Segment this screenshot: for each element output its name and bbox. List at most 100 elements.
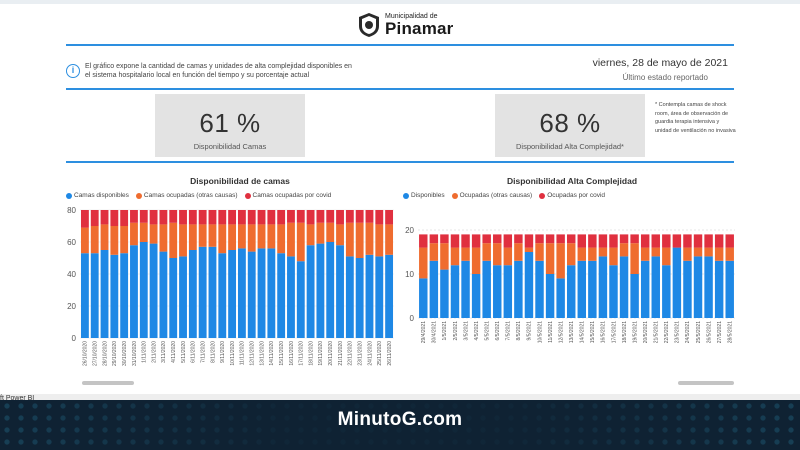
bar-segment	[429, 243, 439, 261]
legend-item: Camas disponibles	[66, 192, 129, 199]
x-tick-label: 20/11/2020	[328, 341, 334, 366]
x-tick-label: 3/5/2021	[463, 321, 469, 341]
x-tick-label: 25/11/2020	[377, 341, 383, 366]
bar-segment	[693, 256, 703, 318]
x-tick-label: 29/4/2021	[421, 321, 427, 343]
municipality-logo: Municipalidad de Pinamar	[358, 10, 454, 40]
bar-segment	[208, 246, 217, 338]
bar-segment	[651, 256, 660, 318]
legend-dot-covid	[244, 192, 251, 199]
bar-segment	[630, 243, 639, 274]
legend-item: Camas ocupadas (otras causas)	[135, 192, 238, 199]
bar-segment	[130, 210, 138, 223]
kpi-beds-value: 61 %	[199, 108, 261, 138]
bar-segment	[385, 210, 394, 225]
bar-segment	[208, 210, 217, 225]
bar-segment	[277, 210, 286, 225]
x-tick-label: 25/5/2021	[696, 321, 702, 343]
bar-segment	[461, 234, 470, 248]
x-tick-label: 11/5/2021	[548, 321, 554, 343]
x-tick-label: 31/10/2020	[132, 341, 138, 366]
bar-segment	[725, 234, 734, 248]
chart-title-high-complexity: Disponibilidad Alta Complejidad	[506, 176, 638, 186]
x-tick-label: 6/5/2021	[495, 321, 501, 341]
x-tick-label: 20/5/2021	[643, 321, 649, 343]
bar-segment	[482, 243, 491, 261]
legend-item: Ocupadas (otras causas)	[451, 192, 532, 199]
divider-bottom	[66, 161, 734, 163]
bar-segment	[714, 260, 724, 318]
bar-segment	[440, 243, 449, 270]
bar-segment	[556, 243, 565, 279]
bar-segment	[277, 253, 286, 338]
x-tick-label: 14/5/2021	[580, 321, 586, 343]
x-tick-label: 8/5/2021	[516, 321, 522, 341]
y-tick-label: 80	[67, 206, 76, 215]
bar-segment	[130, 222, 138, 246]
x-tick-label: 6/11/2020	[191, 341, 197, 363]
bar-segment	[482, 260, 491, 318]
x-tick-label: 1/11/2020	[142, 341, 148, 363]
bar-segment	[440, 234, 449, 244]
x-tick-label: 27/5/2021	[717, 321, 723, 343]
bar-segment	[450, 265, 460, 318]
bar-segment	[503, 265, 513, 318]
bar-segment	[440, 269, 449, 318]
legend-dot-other	[451, 192, 458, 199]
x-tick-label: 7/11/2020	[200, 341, 206, 363]
bar-segment	[326, 210, 335, 223]
bar-segment	[514, 234, 523, 244]
bar-segment	[672, 247, 682, 318]
y-tick-label: 10	[405, 270, 414, 279]
y-tick-label: 20	[405, 226, 414, 235]
scrollbar-high-complexity[interactable]	[678, 381, 734, 385]
bar-segment	[228, 224, 237, 250]
bar-segment	[247, 251, 256, 338]
bar-segment	[461, 260, 470, 318]
bar-segment	[247, 210, 256, 225]
bar-segment	[725, 260, 734, 318]
bar-segment	[503, 247, 513, 266]
scrollbar-beds[interactable]	[82, 381, 134, 385]
bar-segment	[120, 253, 129, 338]
x-tick-label: 19/5/2021	[632, 321, 638, 343]
bar-segment	[588, 247, 597, 261]
charts-canvas: 0 20 40 60 80 26/10/2020 27/10/2020 28/10/2020 2…	[67, 206, 735, 366]
seal-icon	[359, 13, 379, 37]
bar-segment	[306, 245, 315, 338]
bar-segment	[198, 246, 207, 338]
bar-segment	[672, 234, 682, 248]
y-tick-label: 20	[67, 302, 76, 311]
bar-segment	[287, 210, 295, 223]
bar-segment	[139, 242, 148, 338]
x-tick-label: 1/5/2021	[442, 321, 448, 341]
x-tick-label: 13/11/2020	[259, 341, 265, 366]
bar-segment	[630, 274, 639, 318]
x-tick-label: 5/5/2021	[484, 321, 490, 341]
x-tick-label: 2/11/2020	[151, 341, 157, 363]
x-tick-label: 11/11/2020	[240, 341, 246, 366]
legend-item: Ocupadas por covid	[539, 192, 605, 199]
x-tick-label: 10/5/2021	[537, 321, 543, 343]
x-tick-label: 15/11/2020	[279, 341, 285, 366]
bar-segment	[419, 278, 428, 318]
x-tick-label: 30/10/2020	[122, 341, 128, 366]
bar-segment	[149, 224, 158, 244]
x-tick-label: 9/5/2021	[527, 321, 533, 341]
bar-segment	[524, 252, 534, 318]
legend-label: Ocupadas por covid	[547, 192, 606, 199]
bar-segment	[566, 265, 576, 318]
x-tick-label: 28/10/2020	[102, 341, 108, 366]
x-tick-label: 8/11/2020	[210, 341, 216, 363]
x-tick-label: 12/11/2020	[250, 341, 256, 366]
bar-segment	[365, 210, 374, 223]
bar-segment	[545, 243, 555, 274]
footnote: * Contempla camas de shock room, área de…	[655, 102, 736, 134]
bar-segment	[619, 234, 629, 244]
x-tick-label: 21/5/2021	[654, 321, 660, 343]
x-tick-label: 18/11/2020	[308, 341, 314, 366]
x-tick-label: 10/11/2020	[230, 341, 236, 366]
bar-segment	[598, 234, 608, 248]
bar-segment	[110, 254, 119, 338]
bar-segment	[130, 245, 138, 338]
